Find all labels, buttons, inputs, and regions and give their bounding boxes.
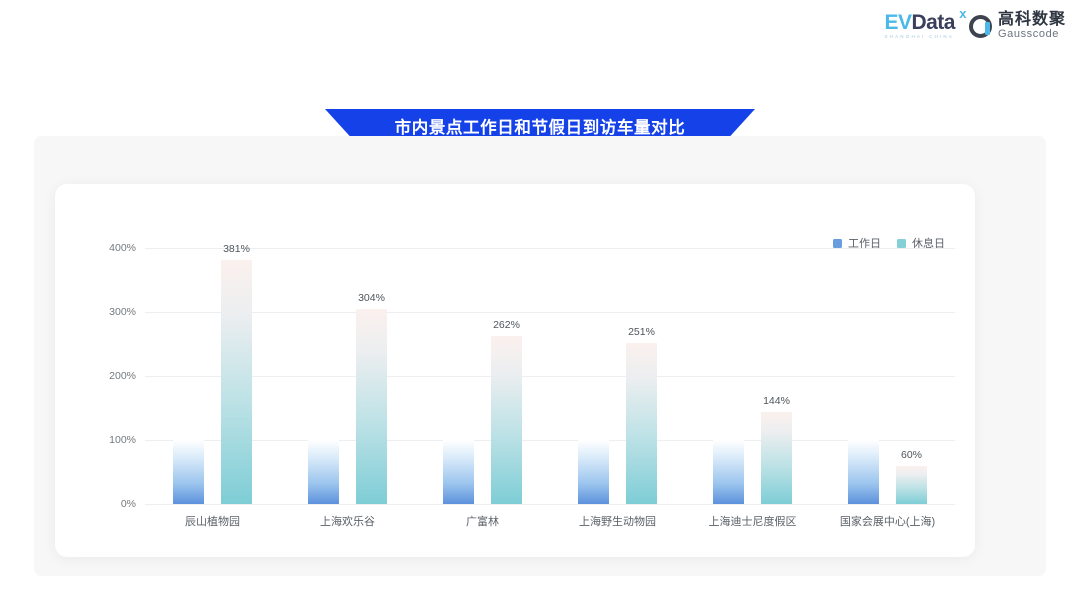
bar-weekday[interactable] xyxy=(173,440,204,504)
bar-value-label: 262% xyxy=(493,319,520,332)
x-axis-category-label: 广富林 xyxy=(466,516,499,528)
gridline: 200% xyxy=(109,370,955,382)
x-axis-category-label: 上海野生动物园 xyxy=(579,516,656,528)
bar-value-label: 304% xyxy=(358,292,385,305)
chart-plot-area: 0% 100% 200% 300% 400% 381% 辰山植物园 304% 上海欢乐谷 262… xyxy=(109,242,955,528)
page-title: 市内景点工作日和节假日到访车量对比 xyxy=(394,118,686,137)
brand-logo-bar: EVData x SHANGHAI CHINA 高科数聚 Gausscode xyxy=(884,7,1066,40)
gridline: 0% xyxy=(121,498,955,510)
y-axis-tick-label: 100% xyxy=(109,434,136,446)
gausscode-name-en: Gausscode xyxy=(997,27,1060,40)
bar-holiday[interactable]: 251% xyxy=(626,326,657,504)
bar-holiday[interactable]: 60% xyxy=(896,449,927,504)
bar-pair: 60% xyxy=(820,248,955,504)
bar-group: 251% 上海野生动物园 xyxy=(550,248,685,528)
y-axis-tick-label: 400% xyxy=(109,242,136,254)
bar-pair: 262% xyxy=(415,248,550,504)
evdata-wordmark: EVData x xyxy=(884,7,966,35)
bar-holiday[interactable]: 381% xyxy=(221,243,252,504)
x-axis-category-label: 国家会展中心(上海) xyxy=(839,516,936,528)
x-axis-category-label: 上海迪士尼度假区 xyxy=(708,516,797,528)
y-axis-tick-label: 300% xyxy=(109,306,136,318)
bar-group: 60% 国家会展中心(上海) xyxy=(820,248,955,528)
evdata-logo: EVData x SHANGHAI CHINA xyxy=(884,7,966,40)
gausscode-circle-icon xyxy=(968,14,992,38)
bar-value-label: 381% xyxy=(223,243,250,256)
gridline: 300% xyxy=(109,306,955,318)
bar-weekday[interactable] xyxy=(713,440,744,504)
legend-item-1[interactable]: 休息日 xyxy=(897,235,945,251)
legend-item-0[interactable]: 工作日 xyxy=(833,235,881,251)
bar-group: 144% 上海迪士尼度假区 xyxy=(685,248,820,528)
evdata-superscript-x-icon: x xyxy=(959,6,966,22)
bar-weekday[interactable] xyxy=(578,440,609,504)
gausscode-name-cn: 高科数聚 xyxy=(997,11,1066,28)
x-axis-category-label: 辰山植物园 xyxy=(185,516,240,528)
bar-weekday[interactable] xyxy=(308,440,339,504)
chart-bar-groups: 381% 辰山植物园 304% 上海欢乐谷 262% 广富林 251% 上海野生动物园 144%… xyxy=(145,243,955,528)
bar-group: 381% 辰山植物园 xyxy=(145,243,280,528)
chart-legend: 工作日 休息日 xyxy=(833,235,945,251)
legend-label: 休息日 xyxy=(912,238,945,250)
gausscode-logo: 高科数聚 Gausscode xyxy=(968,11,1066,40)
bar-pair: 144% xyxy=(685,248,820,504)
evdata-logo-suffix: Data xyxy=(911,11,955,35)
chart-card: 工作日 休息日 0% 100% 200% 300% 400% 381% 辰山植物园 304% 上… xyxy=(55,184,975,557)
bar-pair: 251% xyxy=(550,248,685,504)
gridline: 400% xyxy=(109,242,955,254)
bar-pair: 304% xyxy=(280,248,415,504)
bar-weekday[interactable] xyxy=(848,440,879,504)
bar-group: 304% 上海欢乐谷 xyxy=(280,248,415,528)
legend-swatch-icon xyxy=(897,238,906,248)
bar-pair: 381% xyxy=(145,243,280,504)
evdata-logo-prefix: EV xyxy=(884,11,912,35)
legend-label: 工作日 xyxy=(848,238,881,250)
bar-holiday[interactable]: 304% xyxy=(356,292,387,504)
bar-value-label: 60% xyxy=(900,448,923,461)
bar-holiday[interactable]: 144% xyxy=(761,395,792,504)
legend-swatch-icon xyxy=(833,238,842,248)
y-axis-tick-label: 200% xyxy=(109,370,136,382)
bar-value-label: 251% xyxy=(628,326,655,339)
bar-holiday[interactable]: 262% xyxy=(491,319,522,504)
evdata-tagline: SHANGHAI CHINA xyxy=(884,34,954,40)
y-axis-tick-label: 0% xyxy=(120,498,136,510)
x-axis-category-label: 上海欢乐谷 xyxy=(320,516,375,528)
gausscode-wordmark: 高科数聚 Gausscode xyxy=(997,11,1066,40)
bar-group: 262% 广富林 xyxy=(415,248,550,528)
bar-weekday[interactable] xyxy=(443,440,474,504)
gridline: 100% xyxy=(109,434,955,446)
bar-value-label: 144% xyxy=(763,394,790,407)
